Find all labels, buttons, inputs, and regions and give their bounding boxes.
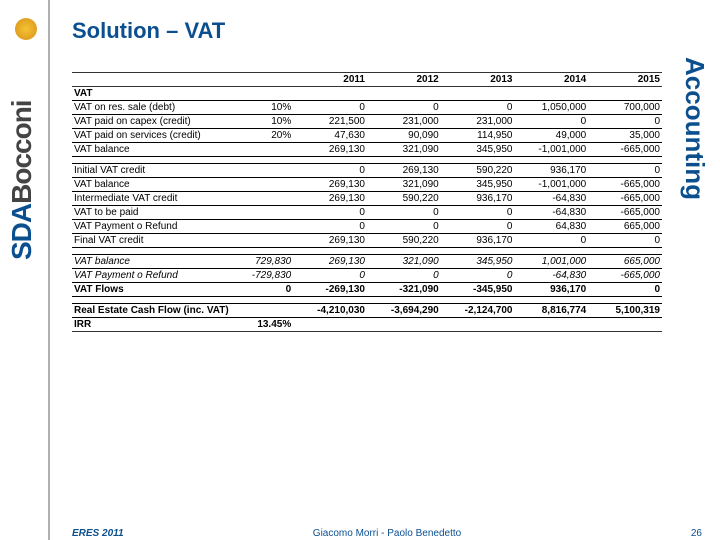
table-row: VAT Flows0-269,130-321,090-345,950936,17… (72, 283, 662, 297)
table-row: VAT paid on services (credit)20%47,63090… (72, 129, 662, 143)
section-label: Accounting (679, 57, 710, 200)
vat-block3: VAT balance729,830269,130321,090345,9501… (72, 254, 662, 297)
table-row: VAT balance729,830269,130321,090345,9501… (72, 255, 662, 269)
table-row: VAT balance269,130321,090345,950-1,001,0… (72, 143, 662, 157)
footer-mid: Giacomo Morri - Paolo Benedetto (72, 528, 702, 539)
vat-block2: Initial VAT credit0269,130590,220936,170… (72, 163, 662, 248)
table-row: Intermediate VAT credit269,130590,220936… (72, 192, 662, 206)
year-header: 20112012201320142015 (72, 73, 662, 87)
table-row: VAT Payment o Refund00064,830665,000 (72, 220, 662, 234)
sun-icon (15, 18, 37, 40)
irr-row: IRR 13.45% (72, 318, 662, 332)
logo-strip: SDABocconi (0, 0, 50, 540)
tables: 20112012201320142015 VAT VAT on res. sal… (72, 72, 662, 338)
vat-block1: 20112012201320142015 VAT VAT on res. sal… (72, 72, 662, 157)
logo-text: SDABocconi (6, 100, 38, 260)
vat-block4: Real Estate Cash Flow (inc. VAT) -4,210,… (72, 303, 662, 332)
footer-right: 26 (691, 528, 702, 539)
table-row: VAT on res. sale (debt)10%0001,050,00070… (72, 101, 662, 115)
cashflow-row: Real Estate Cash Flow (inc. VAT) -4,210,… (72, 304, 662, 318)
table-row: VAT balance269,130321,090345,950-1,001,0… (72, 178, 662, 192)
page-title: Solution – VAT (72, 18, 225, 44)
table-row: VAT to be paid000-64,830-665,000 (72, 206, 662, 220)
table-row: VAT paid on capex (credit)10%221,500231,… (72, 115, 662, 129)
table-row: Final VAT credit269,130590,220936,17000 (72, 234, 662, 248)
vat-header-row: VAT (72, 87, 662, 101)
table-row: VAT Payment o Refund-729,830000-64,830-6… (72, 269, 662, 283)
table-row: Initial VAT credit0269,130590,220936,170… (72, 164, 662, 178)
